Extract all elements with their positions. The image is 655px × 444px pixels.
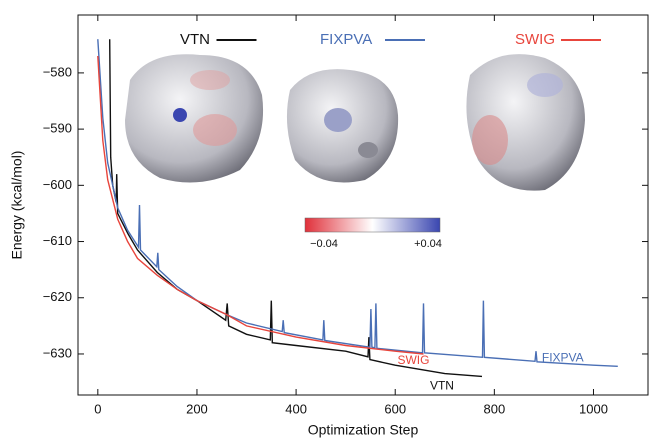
- x-axis-label: Optimization Step: [308, 422, 419, 438]
- y-tick-label: −580: [43, 64, 72, 79]
- x-tick-label: 200: [186, 401, 208, 416]
- x-tick-label: 1000: [579, 401, 608, 416]
- surface-patch: [193, 114, 237, 146]
- line-end-label: FIXPVA: [542, 351, 584, 365]
- surface-patch: [190, 70, 230, 90]
- y-axis-label: Energy (kcal/mol): [9, 151, 25, 260]
- colorbar: [305, 218, 440, 232]
- surface-patch: [527, 73, 563, 97]
- surface-vtn: [125, 54, 263, 182]
- surface-patch: [472, 115, 508, 165]
- y-tick-label: −600: [43, 177, 72, 192]
- y-tick-label: −620: [43, 289, 72, 304]
- legend-label: VTN: [180, 31, 210, 48]
- y-tick-label: −610: [43, 233, 72, 248]
- x-tick-label: 0: [94, 401, 101, 416]
- line-end-label: SWIG: [397, 353, 429, 367]
- y-tick-label: −630: [43, 345, 72, 360]
- x-tick-label: 600: [384, 401, 406, 416]
- y-tick-label: −590: [43, 121, 72, 136]
- colorbar-label: −0.04: [310, 238, 338, 250]
- molecule-images: [125, 54, 585, 191]
- x-tick-label: 400: [285, 401, 307, 416]
- colorbar-label: +0.04: [414, 238, 442, 250]
- legend-label: SWIG: [515, 31, 555, 48]
- line-end-label: VTN: [430, 379, 454, 393]
- surface-patch: [324, 108, 352, 132]
- surface-patch: [173, 108, 187, 122]
- legend-label: FIXPVA: [320, 31, 372, 48]
- x-tick-label: 800: [483, 401, 505, 416]
- surface-patch: [358, 142, 378, 158]
- chart: −0.04 +0.04 Optimization Step Energy (kc…: [0, 0, 655, 439]
